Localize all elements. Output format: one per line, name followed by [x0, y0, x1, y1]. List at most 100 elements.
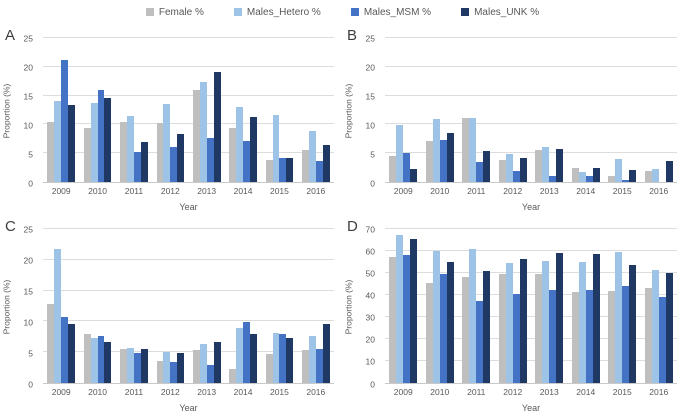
- x-tick-label-2015: 2015: [612, 186, 632, 196]
- y-tick-label: 70: [365, 223, 375, 234]
- bar-males-hetero-2014: [578, 172, 586, 182]
- x-tick-label-2015: 2015: [269, 387, 289, 397]
- bar-female-2016: [644, 288, 652, 383]
- bar-males-msm-2015: [279, 157, 287, 182]
- y-tick-label: 0: [28, 378, 33, 389]
- y-tick-label: 5: [28, 347, 33, 358]
- bar-males-hetero-2012: [163, 103, 171, 182]
- bar-males-msm-2010: [97, 90, 105, 182]
- x-tick-label-2015: 2015: [612, 387, 632, 397]
- y-axis-title: Proportion (%): [343, 83, 354, 138]
- bar-males-unk-2010: [104, 97, 112, 182]
- bar-group-2014: [568, 229, 605, 383]
- bar-males-unk-2014: [592, 254, 600, 383]
- x-tick-label-2013: 2013: [539, 186, 559, 196]
- x-axis-title: Year: [521, 403, 541, 413]
- bar-female-2015: [265, 159, 273, 182]
- bar-males-hetero-2010: [90, 102, 98, 182]
- bar-males-msm-2009: [61, 317, 69, 383]
- gridline: [43, 65, 334, 67]
- y-axis-ticks: 0 5 10 15 20 25: [13, 34, 38, 187]
- bar-males-hetero-2010: [432, 118, 440, 182]
- bar-group-2016: [298, 229, 334, 383]
- bar-males-hetero-2012: [505, 263, 513, 383]
- bar-males-unk-2011: [483, 270, 491, 383]
- bar-group-2016: [298, 38, 334, 182]
- y-tick-label: 0: [370, 378, 375, 389]
- bar-males-unk-2014: [592, 167, 600, 182]
- bar-males-msm-2009: [403, 152, 411, 182]
- bar-males-msm-2011: [476, 161, 484, 182]
- bar-group-2013: [189, 229, 225, 383]
- y-tick-label: 20: [365, 61, 375, 72]
- bar-female-2012: [498, 274, 506, 383]
- x-tick-label-2012: 2012: [503, 186, 523, 196]
- bar-males-hetero-2014: [578, 262, 586, 383]
- x-axis-ticks: 2009 2010 2011 2012 2013 2014 2015 2016: [385, 186, 677, 198]
- bar-males-msm-2014: [585, 289, 593, 383]
- bar-males-msm-2016: [315, 349, 323, 383]
- bar-males-msm-2015: [622, 286, 630, 383]
- x-axis-title: Year: [179, 403, 198, 413]
- legend-label: Female %: [158, 6, 204, 18]
- y-tick-label: 15: [365, 90, 375, 101]
- plot-area: [385, 37, 677, 183]
- panel-d: D Proportion (%) 0 10 20 30 40 50 60 70 2009 201…: [342, 215, 685, 416]
- bar-female-2016: [644, 171, 652, 182]
- bar-group-2011: [458, 38, 495, 182]
- bar-males-msm-2016: [658, 297, 666, 383]
- bar-female-2016: [302, 149, 309, 182]
- bar-female-2009: [389, 256, 397, 383]
- bar-males-msm-2014: [585, 175, 593, 182]
- gridline: [385, 94, 677, 96]
- x-tick-label-2013: 2013: [197, 186, 217, 196]
- gridline: [43, 94, 334, 96]
- legend-item-males-hetero: Males_Hetero %: [233, 7, 321, 18]
- bar-males-msm-2016: [315, 160, 323, 182]
- panel-letter: D: [347, 218, 358, 235]
- y-tick-label: 25: [23, 32, 33, 43]
- bar-groups: [43, 38, 334, 182]
- bar-female-2009: [47, 304, 55, 383]
- bar-group-2011: [458, 229, 495, 383]
- x-tick-label-2009: 2009: [51, 387, 71, 397]
- gridline: [385, 228, 677, 229]
- gridline: [385, 152, 677, 154]
- gridline: [43, 320, 334, 322]
- bar-female-2011: [120, 349, 128, 383]
- bar-males-msm-2013: [549, 175, 557, 182]
- bar-female-2016: [302, 350, 309, 383]
- bar-group-2009: [43, 229, 79, 383]
- bar-groups: [385, 229, 677, 383]
- plot-area: [43, 228, 334, 384]
- gridline: [385, 37, 677, 38]
- bar-group-2013: [531, 38, 568, 182]
- gridline: [385, 65, 677, 67]
- bar-males-hetero-2012: [505, 154, 513, 182]
- plot-area: [385, 228, 677, 384]
- x-tick-label-2014: 2014: [233, 387, 253, 397]
- bar-males-unk-2012: [519, 258, 527, 383]
- bar-males-unk-2015: [629, 265, 637, 383]
- bar-males-hetero-2013: [542, 260, 550, 383]
- x-tick-label-2009: 2009: [393, 186, 413, 196]
- gridline: [385, 272, 677, 273]
- bar-groups: [43, 229, 334, 383]
- legend-label: Males_UNK %: [474, 6, 540, 18]
- bar-female-2011: [462, 118, 470, 182]
- bar-female-2015: [608, 290, 616, 383]
- x-tick-label-2010: 2010: [430, 387, 450, 397]
- bar-group-2014: [225, 229, 261, 383]
- bar-males-hetero-2009: [54, 101, 62, 182]
- bar-males-hetero-2015: [272, 114, 280, 182]
- y-axis-ticks: 0 5 10 15 20 25: [13, 225, 38, 388]
- bar-female-2012: [498, 160, 506, 182]
- legend-item-female: Female %: [145, 6, 204, 18]
- bar-males-msm-2015: [622, 179, 630, 182]
- x-tick-label-2016: 2016: [306, 186, 326, 196]
- panel-letter: B: [347, 27, 358, 44]
- bar-males-unk-2016: [665, 273, 673, 383]
- x-tick-label-2015: 2015: [269, 186, 289, 196]
- bar-group-2010: [79, 38, 115, 182]
